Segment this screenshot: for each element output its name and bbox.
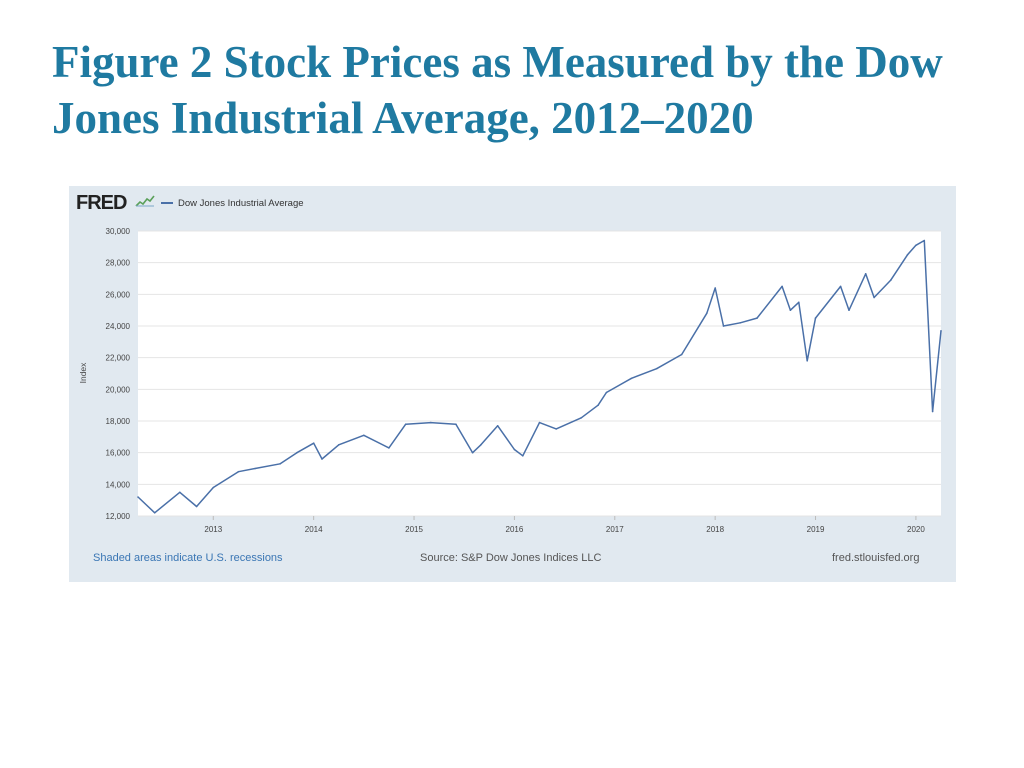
fred-site-link[interactable]: fred.stlouisfed.org	[832, 552, 920, 564]
y-axis: 12,000 14,000 16,000 18,000 20,000 22,000 24,0…	[106, 227, 131, 521]
slide-title: Figure 2 Stock Prices as Measured by the…	[52, 37, 943, 143]
legend-series-label: Dow Jones Industrial Average	[178, 198, 304, 209]
data-point	[137, 496, 139, 498]
x-tick-label: 2019	[807, 525, 825, 534]
y-tick-label: 28,000	[106, 259, 131, 268]
data-point	[714, 287, 716, 289]
x-axis: 2013 2014 2015 2016 2017 2018 2019 2020	[204, 516, 925, 534]
data-point	[555, 428, 557, 430]
data-point	[338, 444, 340, 446]
y-tick-label: 14,000	[106, 480, 131, 489]
data-point	[597, 404, 599, 406]
y-tick-label: 18,000	[106, 417, 131, 426]
data-point	[722, 325, 725, 327]
line-chart: 12,000 14,000 16,000 18,000 20,000 22,000 24,0…	[78, 227, 942, 534]
x-tick-label: 2013	[204, 525, 222, 534]
recession-note-link[interactable]: Shaded areas indicate U.S. recessions	[93, 552, 283, 564]
data-point	[513, 448, 516, 451]
x-tick-label: 2017	[606, 525, 624, 534]
data-point	[890, 279, 892, 281]
chart-legend: Dow Jones Industrial Average	[161, 198, 304, 209]
data-point	[254, 467, 256, 470]
legend-line-swatch	[161, 202, 173, 205]
x-tick-label: 2014	[305, 525, 323, 534]
data-point	[312, 442, 315, 445]
data-point	[580, 417, 583, 419]
data-point	[873, 296, 875, 299]
fred-graph-icon	[135, 195, 155, 207]
y-tick-label: 30,000	[106, 227, 131, 236]
series-points	[137, 239, 942, 514]
data-point	[179, 491, 181, 494]
data-point	[480, 444, 482, 446]
y-axis-title: Index	[78, 362, 88, 384]
data-point	[789, 309, 792, 311]
x-tick-label: 2016	[506, 525, 524, 534]
data-point	[940, 330, 942, 332]
data-point	[296, 451, 298, 454]
y-tick-label: 12,000	[106, 512, 131, 521]
y-tick-label: 22,000	[106, 354, 131, 363]
data-point	[798, 301, 800, 304]
data-point	[680, 353, 683, 356]
data-point	[706, 312, 708, 315]
data-point	[915, 244, 917, 247]
y-tick-label: 20,000	[106, 385, 131, 394]
data-point	[153, 512, 156, 514]
data-point	[781, 285, 783, 288]
data-point	[455, 423, 457, 425]
data-point	[522, 455, 524, 457]
data-point	[864, 273, 867, 275]
data-point	[848, 309, 850, 311]
data-point	[237, 470, 240, 473]
data-point	[931, 410, 934, 413]
data-point	[605, 391, 608, 394]
data-point	[404, 423, 407, 425]
y-tick-label: 16,000	[106, 449, 131, 458]
data-point	[739, 322, 742, 324]
data-point	[806, 360, 808, 362]
data-point	[430, 421, 432, 424]
data-point	[923, 239, 926, 242]
x-tick-label: 2018	[706, 525, 724, 534]
data-point	[839, 285, 842, 288]
plot-area	[138, 231, 941, 516]
data-point	[655, 367, 658, 370]
series-line-dow-jones	[137, 239, 942, 514]
data-point	[212, 486, 215, 489]
data-point	[814, 317, 817, 319]
x-tick-label: 2020	[907, 525, 925, 534]
data-point	[906, 254, 909, 256]
x-tick-label: 2015	[405, 525, 423, 534]
fred-chart-panel: FRED Dow Jones Industrial Average 12,000…	[69, 186, 956, 582]
data-point	[496, 425, 499, 427]
data-point	[321, 458, 323, 460]
data-point	[279, 463, 281, 465]
data-point	[388, 447, 390, 449]
data-point	[195, 505, 198, 508]
data-point	[630, 377, 633, 380]
fred-logo: FRED	[76, 192, 127, 214]
y-tick-label: 24,000	[106, 322, 131, 331]
data-point	[538, 421, 541, 424]
y-tick-label: 26,000	[106, 290, 131, 299]
source-note: Source: S&P Dow Jones Indices LLC	[420, 552, 602, 564]
data-point	[471, 451, 474, 454]
data-point	[363, 434, 365, 437]
data-point	[756, 317, 758, 319]
